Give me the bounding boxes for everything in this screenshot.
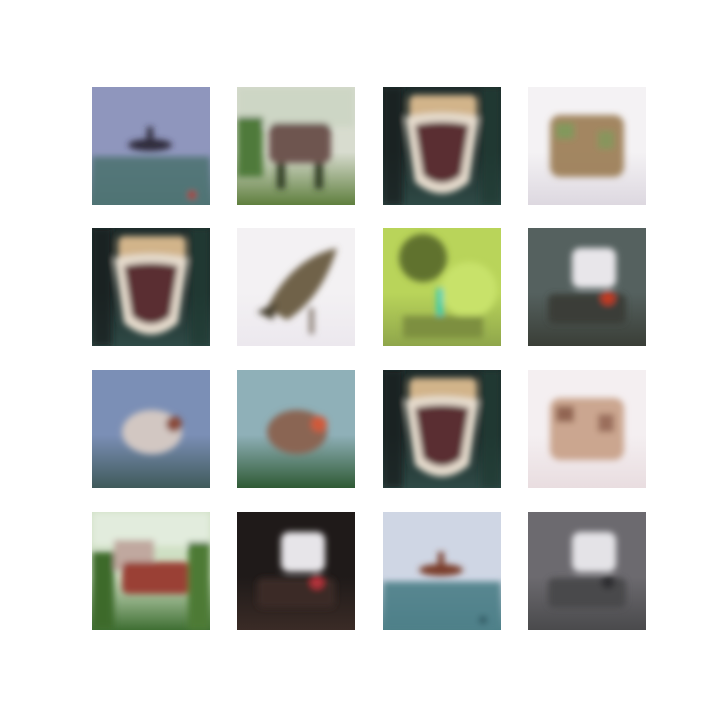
sample-image-14 — [237, 512, 355, 630]
sample-image-11 — [383, 370, 501, 488]
generated-sample-16 — [528, 512, 646, 630]
sample-image-4 — [528, 87, 646, 205]
sample-image-9 — [92, 370, 210, 488]
sample-image-2 — [237, 87, 355, 205]
sample-image-3 — [383, 87, 501, 205]
generated-sample-11 — [383, 370, 501, 488]
sample-image-7 — [383, 228, 501, 346]
generated-sample-8 — [528, 228, 646, 346]
sample-image-13 — [92, 512, 210, 630]
sample-image-16 — [528, 512, 646, 630]
sample-image-10 — [237, 370, 355, 488]
sample-image-12 — [528, 370, 646, 488]
generated-sample-7 — [383, 228, 501, 346]
sample-image-15 — [383, 512, 501, 630]
generated-sample-1 — [92, 87, 210, 205]
generated-sample-12 — [528, 370, 646, 488]
sample-image-1 — [92, 87, 210, 205]
generated-sample-4 — [528, 87, 646, 205]
generated-sample-14 — [237, 512, 355, 630]
sample-image-5 — [92, 228, 210, 346]
generated-sample-15 — [383, 512, 501, 630]
generated-sample-5 — [92, 228, 210, 346]
generated-sample-9 — [92, 370, 210, 488]
generated-sample-6 — [237, 228, 355, 346]
generated-sample-3 — [383, 87, 501, 205]
generated-sample-13 — [92, 512, 210, 630]
sample-image-6 — [237, 228, 355, 346]
generated-sample-2 — [237, 87, 355, 205]
sample-image-8 — [528, 228, 646, 346]
generated-sample-10 — [237, 370, 355, 488]
